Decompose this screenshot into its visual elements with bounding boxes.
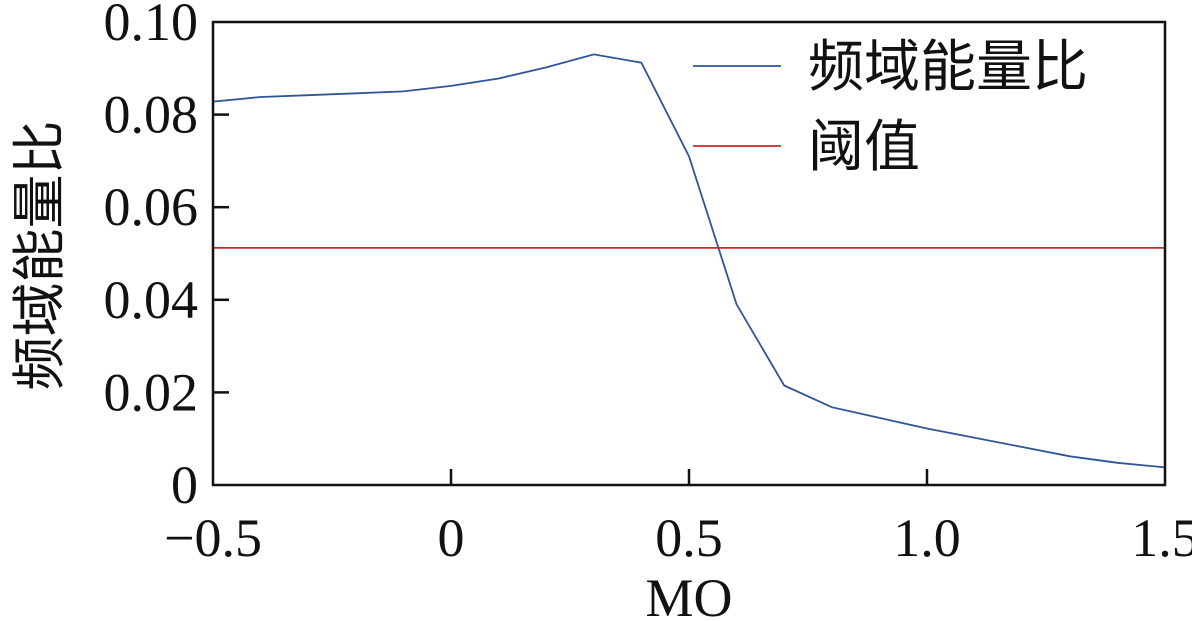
x-tick-label: 0: [438, 508, 465, 568]
y-tick-label: 0.04: [104, 270, 199, 330]
y-tick-label: 0.10: [104, 0, 199, 52]
y-axis-title: 频域能量比: [10, 121, 70, 391]
series-line-1: [212, 53, 1166, 469]
x-tick-label: 1.0: [893, 508, 961, 568]
x-axis-title: MO: [645, 568, 732, 621]
legend-label-1: 频域能量比: [808, 37, 1088, 99]
series-layer: [212, 53, 1166, 469]
y-tick-label: 0: [171, 455, 198, 515]
y-tick-label: 0.08: [104, 85, 199, 145]
ticks-layer: −0.5 0 0.5 1.0 1.500.020.040.060.080.10: [104, 0, 1192, 568]
y-tick-label: 0.06: [104, 177, 199, 237]
x-tick-label: 0.5: [655, 508, 723, 568]
y-tick-label: 0.02: [104, 362, 199, 422]
x-tick-label: 1.5: [1131, 508, 1192, 568]
x-tick-label: −0.5: [164, 508, 262, 568]
legend-label-2: 阈值: [808, 117, 920, 179]
